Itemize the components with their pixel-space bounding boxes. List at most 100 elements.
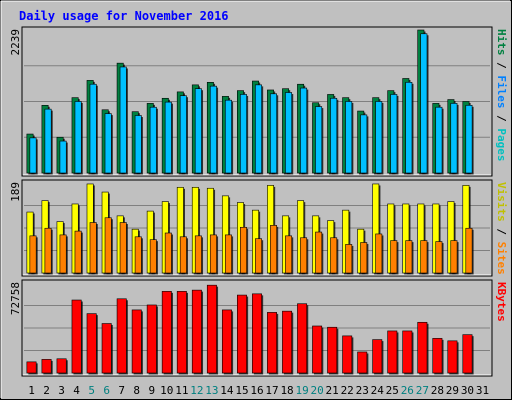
bar-visits-sites-27 xyxy=(420,240,429,275)
bar-kbytes xyxy=(342,335,353,374)
bar-visits-sites-8 xyxy=(134,236,143,275)
bar-kbytes-kbytes-11 xyxy=(176,291,188,375)
bar-visits-sites-16 xyxy=(255,238,264,275)
x-axis: 1 2 3 4 5 6 7 8 9 10 11 12 13 14 15 16 17 18 19 20 21 22 23 24 2… xyxy=(28,384,489,397)
bar-visits-sites-9 xyxy=(149,239,158,275)
x-tick-label: 10 xyxy=(160,384,173,397)
bar-kbytes xyxy=(116,298,127,374)
bar-files xyxy=(285,92,293,174)
x-tick-label: 16 xyxy=(250,384,263,397)
bar-files xyxy=(330,97,338,174)
x-tick-label: 8 xyxy=(133,384,140,397)
bar-hits-files-2 xyxy=(44,108,53,175)
bar-sites xyxy=(315,231,323,274)
bar-visits-sites-18 xyxy=(285,235,294,275)
bar-hits-files-25 xyxy=(390,94,399,175)
bar-visits-sites-11 xyxy=(179,236,188,275)
bar-sites xyxy=(420,240,428,274)
x-tick-label: 9 xyxy=(148,384,155,397)
x-tick-label: 29 xyxy=(446,384,459,397)
bar-visits-sites-22 xyxy=(345,244,354,275)
bar-sites xyxy=(179,236,187,274)
x-tick-label: 27 xyxy=(416,384,429,397)
bar-files xyxy=(74,101,82,174)
bar-hits-files-10 xyxy=(164,101,173,175)
bar-visits-sites-7 xyxy=(119,222,128,275)
x-tick-label: 15 xyxy=(235,384,248,397)
bar-hits-files-20 xyxy=(315,106,324,175)
bar-sites xyxy=(390,240,398,274)
bar-files xyxy=(465,105,473,174)
side-label-visits: Visits xyxy=(495,182,508,222)
bar-kbytes xyxy=(417,321,428,374)
bar-sites xyxy=(300,237,308,274)
bar-sites xyxy=(59,234,67,274)
bar-sites xyxy=(240,226,247,274)
bar-visits-sites-5 xyxy=(89,222,98,275)
bar-kbytes xyxy=(357,351,368,374)
bar-kbytes xyxy=(297,303,308,374)
bar-visits-sites-23 xyxy=(360,242,369,275)
bar-visits-sites-12 xyxy=(194,235,204,275)
bar-visits-sites-28 xyxy=(435,241,444,275)
x-tick-label: 18 xyxy=(280,384,293,397)
bar-kbytes-kbytes-15 xyxy=(237,294,249,375)
bar-kbytes xyxy=(86,313,97,374)
bar-kbytes-kbytes-5 xyxy=(86,313,98,375)
bar-hits-files-29 xyxy=(450,103,459,175)
bar-kbytes xyxy=(447,340,458,374)
bar-hits-files-21 xyxy=(330,97,339,175)
bar-kbytes-kbytes-1 xyxy=(26,361,38,375)
chart-panels: 2239 Hits / Files / Pages 189 Visits / Site… xyxy=(9,26,508,377)
bar-kbytes-kbytes-17 xyxy=(267,312,279,375)
bar-files xyxy=(224,99,232,174)
panel-visits-side-labels: Visits / Sites xyxy=(495,182,508,275)
x-tick-label: 30 xyxy=(461,384,474,397)
x-tick-label: 11 xyxy=(175,384,188,397)
bar-files xyxy=(315,106,323,174)
bar-kbytes-kbytes-21 xyxy=(327,326,339,375)
bar-hits-files-9 xyxy=(149,106,158,175)
bar-files xyxy=(240,94,247,174)
bar-files xyxy=(134,115,142,174)
chart-title: Daily usage for November 2016 xyxy=(19,9,229,23)
bar-visits-sites-24 xyxy=(375,233,384,275)
bar-kbytes xyxy=(252,293,262,374)
panel-kbytes-max-label: 72758 xyxy=(9,282,22,315)
bar-kbytes xyxy=(71,299,82,374)
bar-visits-sites-10 xyxy=(164,232,173,275)
bar-kbytes xyxy=(131,309,142,374)
bar-hits-files-1 xyxy=(29,137,38,175)
x-tick-label: 20 xyxy=(311,384,324,397)
bar-sites xyxy=(345,244,353,274)
bar-hits-files-27 xyxy=(420,33,429,175)
x-tick-label: 22 xyxy=(341,384,354,397)
bar-files xyxy=(59,140,67,174)
bar-hits-files-4 xyxy=(74,101,83,175)
bar-sites xyxy=(255,238,262,274)
bar-hits-files-7 xyxy=(119,66,128,175)
x-tick-label: 12 xyxy=(190,384,203,397)
x-tick-label: 14 xyxy=(220,384,234,397)
bar-kbytes-kbytes-8 xyxy=(131,309,143,375)
bar-hits-files-26 xyxy=(405,82,414,175)
bar-files xyxy=(360,114,368,174)
bar-kbytes-kbytes-2 xyxy=(41,359,53,375)
bar-kbytes-kbytes-18 xyxy=(282,310,294,375)
panel-kbytes-side-labels: KBytes xyxy=(495,282,508,322)
bar-kbytes-kbytes-24 xyxy=(372,339,384,375)
bar-sites xyxy=(465,227,473,274)
bar-kbytes-kbytes-28 xyxy=(432,338,444,375)
side-label-files: Files xyxy=(495,75,508,108)
bar-sites xyxy=(29,235,37,274)
bar-sites xyxy=(104,217,112,274)
bar-files xyxy=(104,113,112,174)
bar-visits-sites-25 xyxy=(390,240,399,275)
x-tick-label: 6 xyxy=(103,384,110,397)
bar-sites xyxy=(375,233,383,274)
bar-hits-files-16 xyxy=(255,84,264,175)
bar-hits-files-13 xyxy=(209,85,219,175)
bar-visits-sites-21 xyxy=(330,237,339,275)
bar-files xyxy=(270,93,277,174)
